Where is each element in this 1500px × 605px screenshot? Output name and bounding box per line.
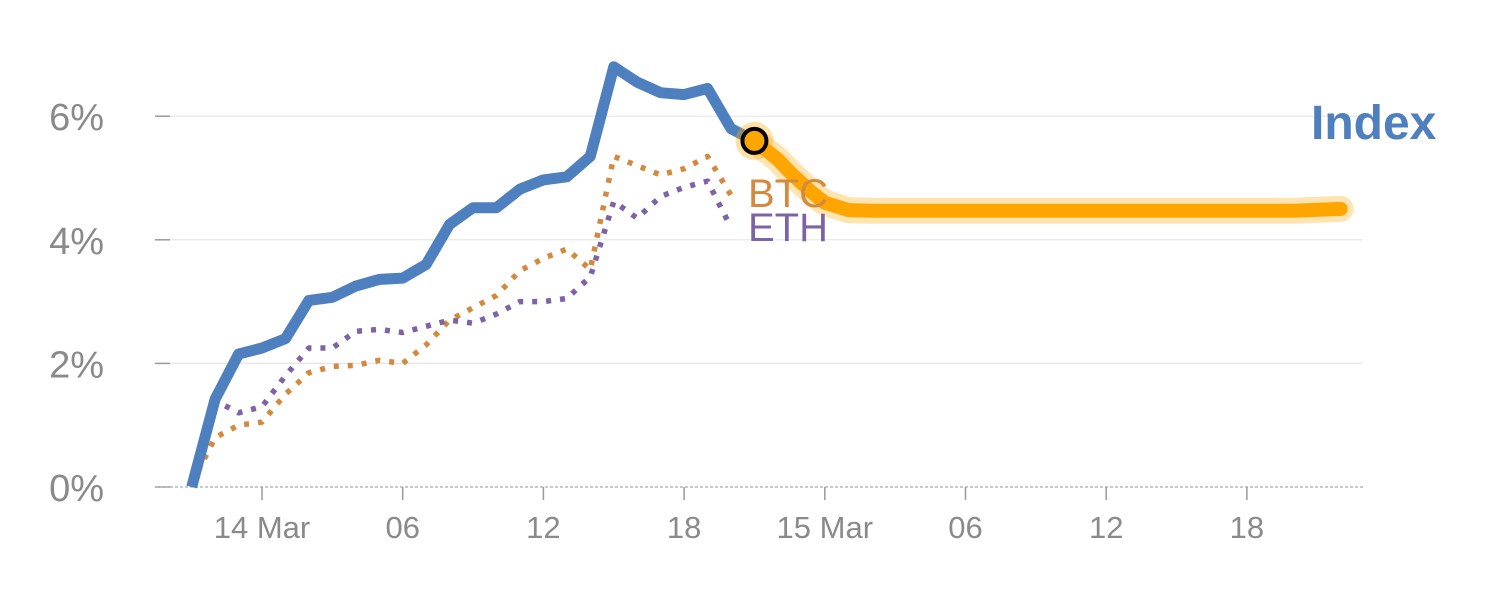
y-tick-label: 0% <box>49 468 104 510</box>
grid-layer <box>170 115 1362 364</box>
x-tick-label: 06 <box>385 510 419 545</box>
y-tick-label: 6% <box>49 97 104 139</box>
x-tick-label: 12 <box>526 510 560 545</box>
x-tick-label: 15 Mar <box>777 510 873 545</box>
x-tick-label: 18 <box>667 510 701 545</box>
x-tick-label: 12 <box>1089 510 1123 545</box>
series-layer <box>186 61 1354 489</box>
forecast-glow <box>741 127 1354 224</box>
series-label-eth: ETH <box>748 206 828 250</box>
x-tick-label: 06 <box>948 510 982 545</box>
series-label-index: Index <box>1311 97 1437 150</box>
y-tick-label: 4% <box>49 221 104 263</box>
x-tick-label: 14 Mar <box>214 510 310 545</box>
forecast-line <box>747 133 1348 218</box>
series-line-index <box>186 61 758 489</box>
series-line-eth <box>189 178 734 485</box>
series-line-btc <box>189 153 734 486</box>
current-point-marker[interactable] <box>740 126 769 155</box>
y-tick-label: 2% <box>49 344 104 386</box>
axis-layer: 0% 2% 4% 6% 14 Mar 06 12 18 15 Mar 06 12 18 <box>49 97 1365 545</box>
x-tick-label: 18 <box>1230 510 1264 545</box>
series-label-btc: BTC <box>748 172 828 216</box>
